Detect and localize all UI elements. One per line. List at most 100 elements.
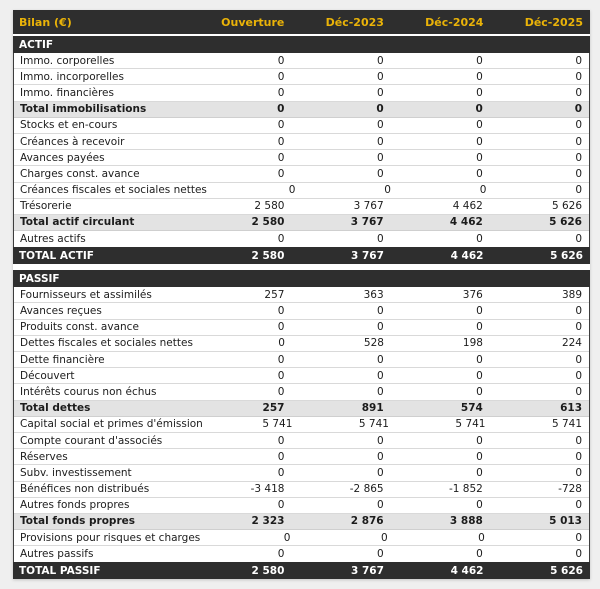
row-value: 389 bbox=[561, 288, 582, 301]
row-label: Dettes fiscales et sociales nettes bbox=[20, 337, 193, 350]
row-label: TOTAL PASSIF bbox=[19, 564, 101, 577]
row-value: 0 bbox=[277, 499, 285, 512]
row-label: Provisions pour risques et charges bbox=[20, 531, 201, 544]
row-value: 0 bbox=[476, 450, 483, 463]
section-rows: Fournisseurs et assimilés 257 363 376 389 Ava… bbox=[13, 287, 590, 563]
row-value: 2 580 bbox=[251, 216, 285, 229]
row-label: Immo. corporelles bbox=[20, 54, 115, 67]
row-value: 0 bbox=[476, 548, 483, 561]
table-row: Découvert 0 0 0 0 bbox=[14, 368, 589, 385]
row-value: 0 bbox=[575, 54, 582, 67]
row-value: 0 bbox=[476, 119, 483, 132]
table-row: Créances à recevoir 0 0 0 0 bbox=[14, 133, 589, 151]
row-value: 0 bbox=[575, 369, 582, 382]
row-value: 257 bbox=[264, 288, 285, 301]
row-value: 0 bbox=[376, 450, 384, 463]
row-value: 0 bbox=[476, 353, 483, 366]
row-value: 0 bbox=[277, 54, 285, 67]
section-actif: ACTIF Immo. corporelles 0 0 0 0 Immo. incorpor… bbox=[13, 36, 590, 265]
section-header-passif: PASSIF bbox=[13, 270, 590, 288]
row-value: 0 bbox=[479, 184, 487, 197]
row-label: Total actif circulant bbox=[20, 216, 135, 229]
table-row: Total immobilisations 0 0 0 0 bbox=[14, 101, 589, 118]
row-value: 0 bbox=[575, 353, 582, 366]
row-value: 0 bbox=[277, 233, 285, 246]
row-value: 0 bbox=[277, 450, 285, 463]
row-value: 0 bbox=[575, 119, 582, 132]
row-value: 0 bbox=[476, 305, 483, 318]
table-row: Compte courant d'associés 0 0 0 0 bbox=[14, 432, 589, 450]
row-value: 0 bbox=[575, 466, 582, 479]
row-label: Réserves bbox=[20, 450, 68, 463]
table-row: Charges const. avance 0 0 0 0 bbox=[14, 166, 589, 183]
table-row: Trésorerie 2 580 3 767 4 462 5 626 bbox=[14, 198, 589, 215]
table-row: Bénéfices non distribués -3 418 -2 865 -1 8… bbox=[14, 481, 589, 498]
row-value: 5 626 bbox=[550, 249, 583, 262]
table-row: Total actif circulant 2 580 3 767 4 462 5 62… bbox=[14, 214, 589, 232]
row-value: 5 013 bbox=[549, 515, 582, 528]
row-value: 0 bbox=[277, 466, 285, 479]
row-value: 0 bbox=[476, 151, 483, 164]
row-label: Dette financière bbox=[20, 353, 105, 366]
row-label: Total dettes bbox=[20, 402, 91, 415]
table-row: Autres passifs 0 0 0 0 bbox=[14, 546, 589, 563]
row-value: 0 bbox=[575, 434, 582, 447]
row-label: Charges const. avance bbox=[20, 167, 140, 180]
row-value: 0 bbox=[376, 434, 384, 447]
row-value: 0 bbox=[277, 119, 285, 132]
row-label: Découvert bbox=[20, 369, 75, 382]
row-value: 0 bbox=[277, 321, 285, 334]
row-value: 4 462 bbox=[450, 564, 484, 577]
row-value: 0 bbox=[575, 321, 582, 334]
table-row: Intérêts courus non échus 0 0 0 0 bbox=[14, 384, 589, 401]
row-value: 0 bbox=[376, 151, 384, 164]
row-label: Capital social et primes d'émission bbox=[20, 418, 203, 431]
table-row: Dettes fiscales et sociales nettes 0 528 19… bbox=[14, 335, 589, 352]
header-separator bbox=[13, 34, 590, 36]
table-row: Capital social et primes d'émission 5 741… bbox=[14, 416, 589, 433]
row-label: Subv. investissement bbox=[20, 466, 132, 479]
row-value: 0 bbox=[376, 54, 384, 67]
row-value: 0 bbox=[376, 466, 384, 479]
table-row: Avances reçues 0 0 0 0 bbox=[14, 303, 589, 320]
table-title: Bilan (€) bbox=[19, 15, 72, 29]
row-value: -1 852 bbox=[448, 483, 483, 496]
table-row: Créances fiscales et sociales nettes 0 0 0 0 bbox=[14, 182, 589, 199]
row-value: 0 bbox=[575, 233, 582, 246]
table-row: Autres actifs 0 0 0 0 bbox=[14, 231, 589, 248]
row-value: 0 bbox=[277, 70, 285, 83]
row-value: 0 bbox=[476, 434, 483, 447]
table-row: Fournisseurs et assimilés 257 363 376 389 bbox=[14, 287, 589, 304]
row-label: Stocks et en-cours bbox=[20, 119, 118, 132]
row-value: 0 bbox=[575, 385, 582, 398]
row-label: Immo. financières bbox=[20, 86, 114, 99]
row-value: 0 bbox=[376, 385, 384, 398]
row-value: 0 bbox=[376, 86, 384, 99]
row-label: Immo. incorporelles bbox=[20, 70, 124, 83]
row-value: 0 bbox=[575, 531, 583, 544]
row-label: Autres passifs bbox=[20, 548, 94, 561]
row-label: Fournisseurs et assimilés bbox=[20, 288, 152, 301]
row-value: 0 bbox=[475, 103, 483, 116]
row-value: 0 bbox=[575, 499, 582, 512]
column-header-ouverture: Ouverture bbox=[221, 15, 285, 29]
row-value: 0 bbox=[476, 135, 483, 148]
row-label: Total immobilisations bbox=[20, 103, 147, 116]
table-row: Total fonds propres 2 323 2 876 3 888 5 013 bbox=[14, 513, 589, 531]
row-value: -3 418 bbox=[250, 483, 285, 496]
row-value: 0 bbox=[476, 70, 483, 83]
balance-sheet-table: Bilan (€) Ouverture Déc-2023 Déc-2024 Dé… bbox=[13, 10, 590, 580]
table-row: Réserves 0 0 0 0 bbox=[14, 449, 589, 466]
row-value: 0 bbox=[376, 103, 384, 116]
row-value: 0 bbox=[575, 450, 582, 463]
row-value: 0 bbox=[476, 321, 483, 334]
row-value: 0 bbox=[376, 548, 384, 561]
row-value: 3 767 bbox=[353, 200, 384, 213]
row-value: 376 bbox=[462, 288, 483, 301]
row-value: 0 bbox=[376, 167, 384, 180]
row-value: 5 741 bbox=[455, 418, 486, 431]
row-label: Bénéfices non distribués bbox=[20, 483, 150, 496]
row-value: 0 bbox=[575, 305, 582, 318]
row-value: 0 bbox=[476, 385, 483, 398]
row-value: 0 bbox=[376, 499, 384, 512]
